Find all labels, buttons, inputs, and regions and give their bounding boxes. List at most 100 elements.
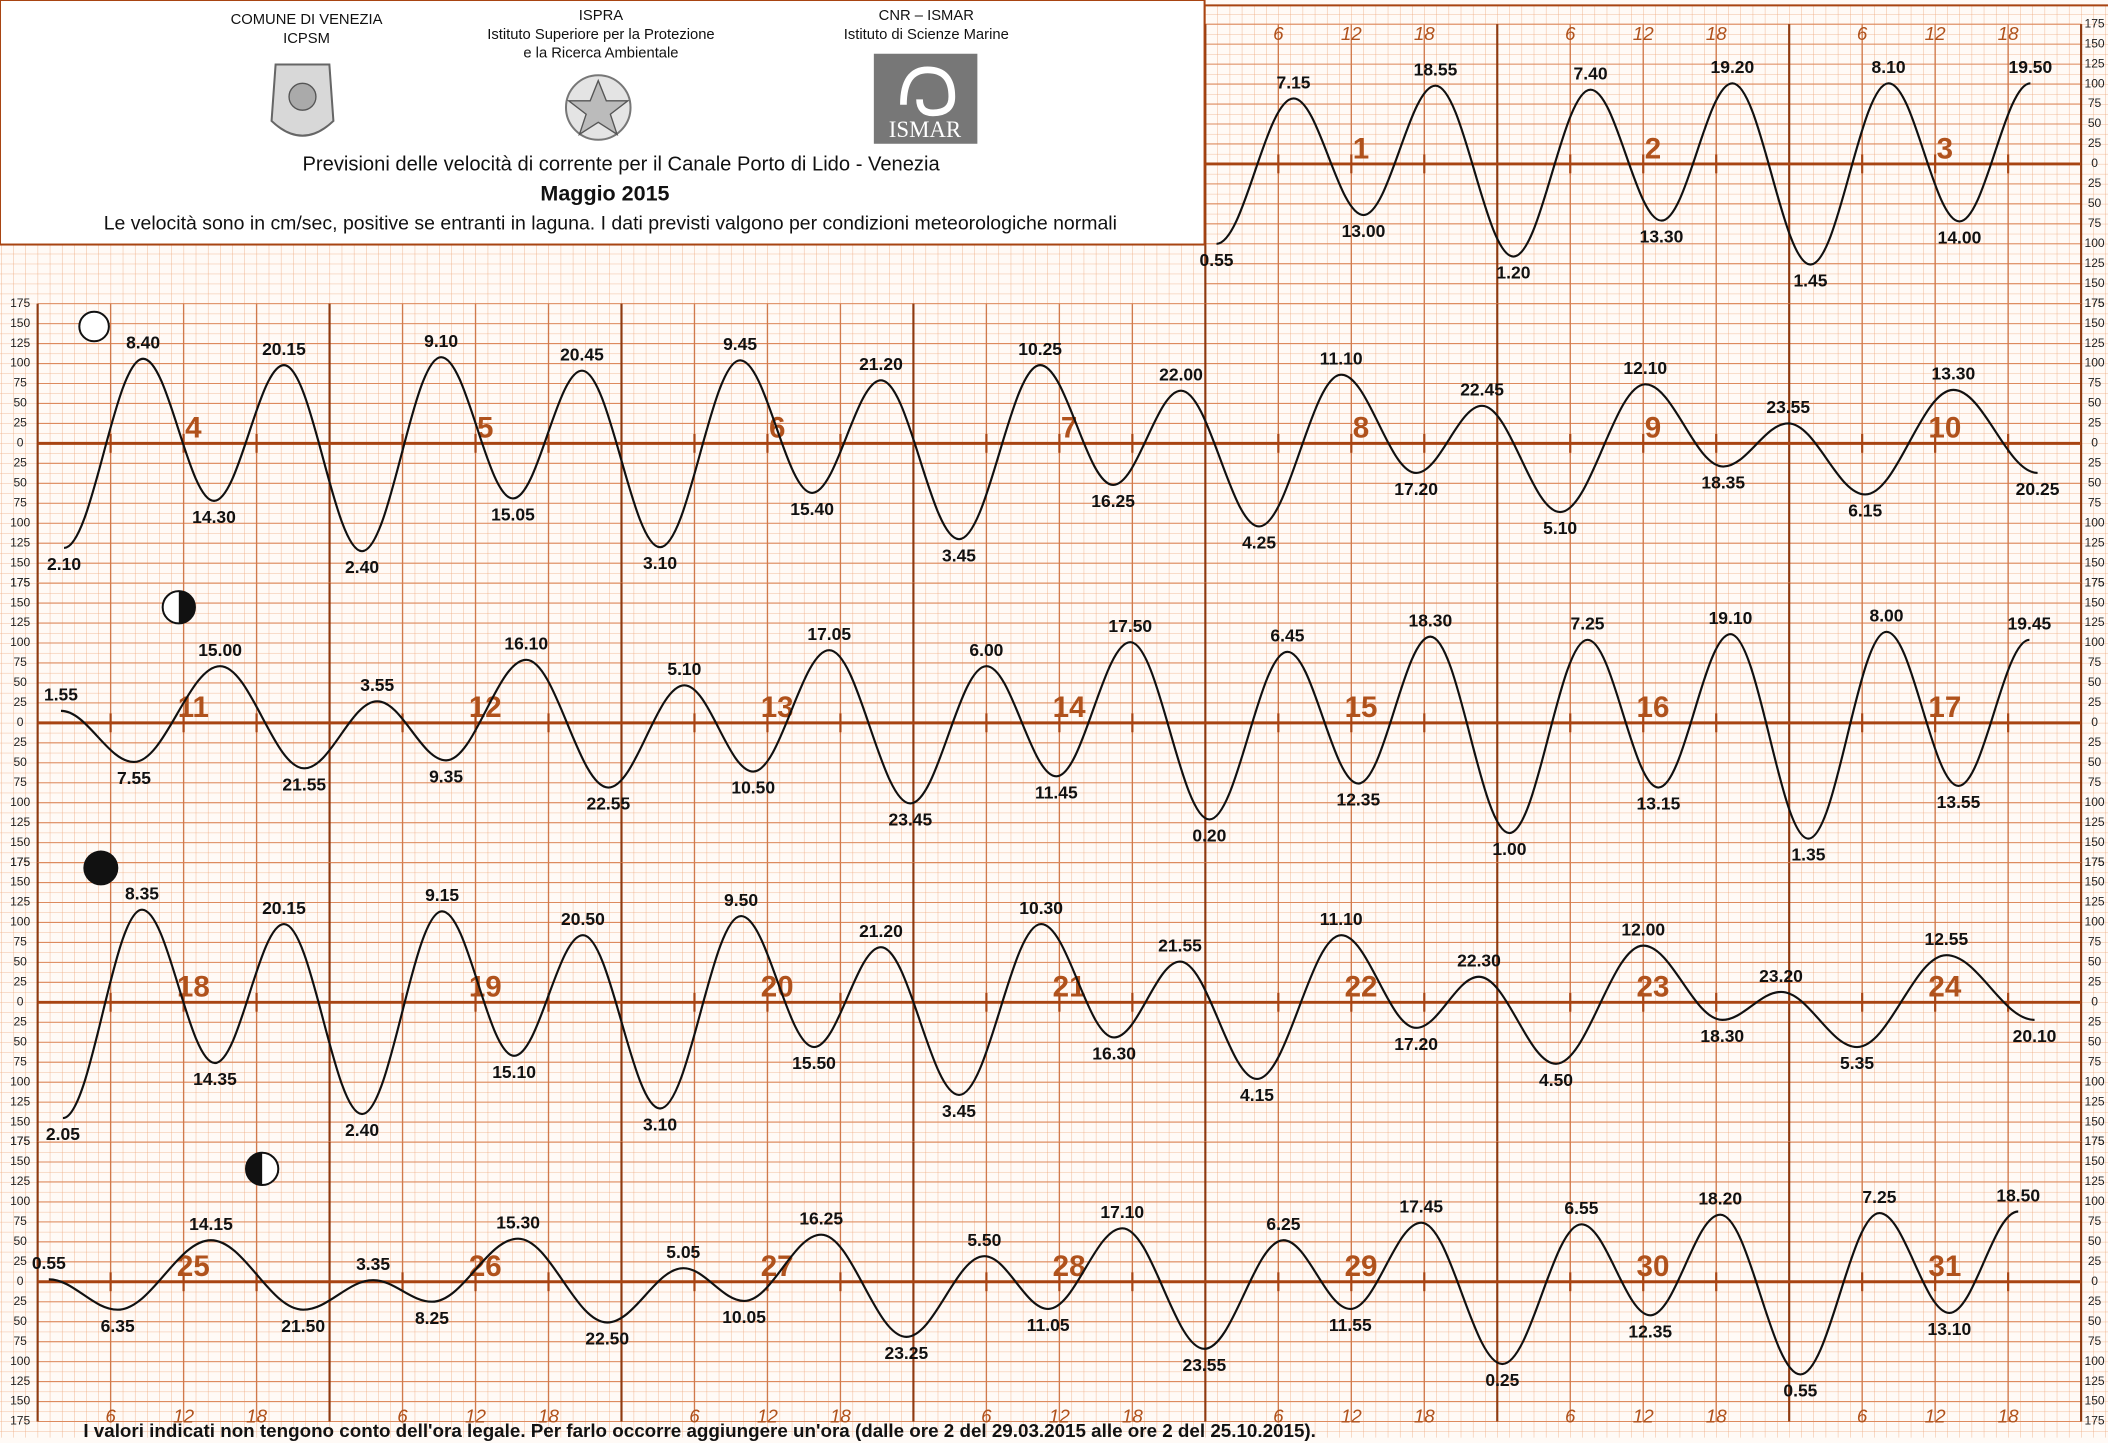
extreme-time-label: 23.25	[884, 1343, 928, 1363]
extreme-time-label: 23.20	[1759, 966, 1803, 986]
y-tick-label: 25	[2088, 456, 2102, 470]
extreme-time-label: 21.55	[1158, 935, 1202, 955]
extreme-time-label: 15.30	[496, 1212, 540, 1232]
extreme-time-label: 19.50	[2009, 57, 2053, 77]
y-tick-label: 50	[13, 1034, 27, 1048]
day-number: 19	[469, 971, 502, 1004]
extreme-time-label: 23.45	[889, 810, 933, 830]
extreme-time-label: 13.30	[1932, 364, 1976, 384]
extreme-time-label: 23.55	[1766, 397, 1810, 417]
extreme-time-label: 2.05	[46, 1124, 80, 1144]
y-tick-label: 75	[2088, 96, 2102, 110]
y-tick-label: 50	[2088, 196, 2102, 210]
last-quarter-shade	[246, 1152, 263, 1186]
y-tick-label: 125	[10, 1174, 30, 1188]
extreme-time-label: 10.25	[1018, 339, 1062, 359]
org-name: CNR – ISMAR	[879, 8, 974, 24]
extreme-time-label: 19.20	[1711, 57, 1755, 77]
extreme-time-label: 8.10	[1872, 57, 1906, 77]
y-tick-label: 25	[2088, 176, 2102, 190]
y-tick-label: 175	[10, 1414, 30, 1428]
y-tick-label: 100	[2084, 76, 2104, 90]
subtitle: Maggio 2015	[540, 181, 669, 205]
y-tick-label: 75	[2088, 655, 2102, 669]
hour-label: 18	[538, 1405, 559, 1426]
org-sub: ICPSM	[283, 31, 330, 47]
y-tick-label: 50	[2088, 675, 2102, 689]
day-number: 22	[1345, 971, 1378, 1004]
extreme-time-label: 6.25	[1266, 1214, 1300, 1234]
y-tick-label: 25	[2088, 735, 2102, 749]
first-quarter-shade	[178, 591, 195, 624]
y-tick-label: 125	[2084, 256, 2104, 270]
y-tick-label: 175	[2084, 16, 2104, 30]
extreme-time-label: 0.55	[1200, 250, 1234, 270]
extreme-time-label: 9.10	[424, 331, 458, 351]
extreme-time-label: 1.55	[44, 685, 78, 705]
day-number: 5	[477, 412, 493, 445]
org-sub: e la Ricerca Ambientale	[523, 46, 678, 62]
extreme-time-label: 12.35	[1336, 790, 1380, 810]
hour-label: 12	[1341, 1405, 1362, 1426]
extreme-time-label: 17.10	[1100, 1202, 1144, 1222]
extreme-time-label: 10.30	[1019, 898, 1063, 918]
extreme-time-label: 6.35	[101, 1316, 135, 1336]
current-curve	[63, 356, 2038, 553]
y-tick-label: 150	[2084, 276, 2104, 290]
y-tick-label: 75	[13, 376, 27, 390]
hour-label: 12	[1633, 1405, 1654, 1426]
title: Previsioni delle velocità di corrente pe…	[302, 154, 940, 176]
y-tick-label: 75	[13, 775, 27, 789]
extreme-time-label: 11.55	[1329, 1315, 1372, 1335]
day-number: 12	[469, 691, 502, 724]
extreme-time-label: 12.00	[1621, 919, 1665, 939]
y-tick-label: 75	[2088, 775, 2102, 789]
extreme-time-label: 14.30	[192, 507, 236, 527]
y-tick-label: 150	[10, 555, 30, 569]
footer-note: I valori indicati non tengono conto dell…	[83, 1420, 1316, 1441]
extreme-time-label: 1.00	[1492, 839, 1526, 859]
y-tick-label: 100	[10, 1194, 30, 1208]
hour-label: 6	[689, 1405, 700, 1426]
day-number: 17	[1928, 691, 1961, 724]
y-tick-label: 150	[10, 875, 30, 889]
extreme-time-label: 19.45	[2008, 614, 2052, 634]
y-tick-label: 100	[2084, 635, 2104, 649]
y-tick-label: 50	[13, 396, 27, 410]
day-number: 2	[1645, 132, 1661, 165]
day-number: 15	[1345, 691, 1378, 724]
extreme-time-label: 5.10	[1543, 518, 1577, 538]
extreme-time-label: 16.30	[1092, 1044, 1136, 1064]
y-tick-label: 25	[13, 1254, 27, 1268]
y-tick-label: 0	[2091, 156, 2098, 170]
y-tick-label: 50	[2088, 116, 2102, 130]
extreme-time-label: 15.50	[792, 1053, 836, 1073]
extreme-time-label: 21.20	[859, 354, 903, 374]
y-tick-label: 175	[2084, 296, 2104, 310]
y-tick-label: 50	[13, 1314, 27, 1328]
y-tick-label: 50	[13, 1234, 27, 1248]
y-tick-label: 75	[2088, 1334, 2102, 1348]
y-tick-label: 75	[13, 495, 27, 509]
extreme-time-label: 11.10	[1320, 349, 1363, 369]
hour-label: 18	[1122, 1405, 1143, 1426]
extreme-time-label: 20.15	[262, 339, 306, 359]
extreme-time-label: 15.10	[492, 1062, 536, 1082]
y-tick-label: 175	[2084, 1134, 2104, 1148]
y-tick-label: 100	[2084, 236, 2104, 250]
extreme-time-label: 22.55	[586, 794, 630, 814]
y-tick-label: 150	[10, 1154, 30, 1168]
y-tick-label: 150	[2084, 875, 2104, 889]
extreme-time-label: 3.45	[942, 545, 976, 565]
y-tick-label: 125	[10, 535, 30, 549]
y-tick-label: 50	[2088, 955, 2102, 969]
y-tick-label: 75	[2088, 216, 2102, 230]
extreme-time-label: 7.15	[1277, 72, 1311, 92]
y-tick-label: 75	[13, 1214, 27, 1228]
y-tick-label: 50	[2088, 1314, 2102, 1328]
y-tick-label: 100	[2084, 915, 2104, 929]
y-tick-label: 175	[10, 1134, 30, 1148]
y-tick-label: 125	[2084, 336, 2104, 350]
y-tick-label: 100	[10, 1354, 30, 1368]
